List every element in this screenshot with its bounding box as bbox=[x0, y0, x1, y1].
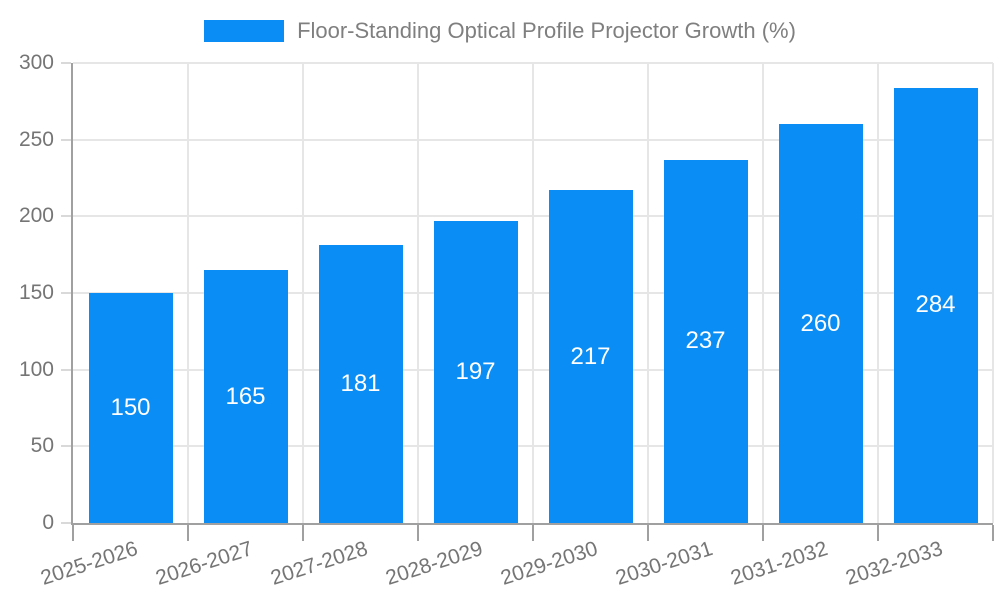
x-axis-tick bbox=[417, 525, 419, 541]
y-axis-tick bbox=[61, 522, 71, 524]
x-axis-label: 2025-2026 bbox=[37, 537, 141, 590]
x-axis-label: 2029-2030 bbox=[497, 537, 601, 590]
y-axis-tick bbox=[61, 215, 71, 218]
y-axis-tick bbox=[61, 445, 71, 448]
bar-value-label: 260 bbox=[800, 309, 841, 337]
v-gridline bbox=[762, 63, 764, 523]
y-axis-tick bbox=[61, 368, 71, 371]
x-axis-label: 2026-2027 bbox=[152, 537, 256, 590]
v-gridline bbox=[417, 63, 419, 523]
x-axis-tick bbox=[647, 525, 649, 541]
x-axis-label: 2032-2033 bbox=[842, 537, 946, 590]
v-gridline bbox=[647, 63, 649, 523]
y-axis-tick bbox=[61, 62, 71, 64]
v-gridline bbox=[877, 63, 879, 523]
bar[interactable]: 181 bbox=[318, 245, 403, 523]
bar[interactable]: 217 bbox=[548, 190, 633, 523]
y-axis-tick-label: 0 bbox=[42, 511, 54, 534]
x-axis-tick bbox=[992, 525, 994, 541]
y-axis-tick-label: 250 bbox=[18, 127, 54, 151]
bar-value-label: 150 bbox=[110, 394, 151, 421]
y-axis-tick bbox=[61, 138, 71, 141]
legend-label: Floor-Standing Optical Profile Projector… bbox=[297, 18, 796, 43]
y-axis-tick-label: 300 bbox=[18, 51, 54, 74]
x-axis-tick bbox=[187, 525, 189, 541]
x-axis-line bbox=[71, 523, 993, 525]
x-axis-tick bbox=[532, 525, 534, 541]
x-axis-label: 2031-2032 bbox=[727, 537, 831, 590]
v-gridline bbox=[992, 63, 994, 523]
bar[interactable]: 237 bbox=[663, 159, 748, 523]
x-axis-tick bbox=[302, 525, 304, 541]
legend-item[interactable]: Floor-Standing Optical Profile Projector… bbox=[204, 18, 796, 44]
bar-value-label: 197 bbox=[455, 357, 496, 385]
bar[interactable]: 284 bbox=[893, 87, 978, 523]
v-gridline bbox=[532, 63, 534, 523]
legend-swatch-icon bbox=[204, 20, 285, 42]
x-axis-label: 2027-2028 bbox=[267, 537, 371, 590]
x-axis-label: 2030-2031 bbox=[612, 537, 716, 590]
x-axis-tick bbox=[762, 525, 764, 541]
y-axis-tick-label: 200 bbox=[18, 204, 54, 228]
x-axis-tick bbox=[877, 525, 879, 541]
y-axis-tick-label: 150 bbox=[18, 281, 54, 304]
y-axis-line bbox=[71, 63, 73, 525]
y-axis-tick-label: 50 bbox=[30, 434, 54, 458]
y-axis-tick-label: 100 bbox=[18, 357, 54, 381]
legend: Floor-Standing Optical Profile Projector… bbox=[0, 10, 1000, 52]
bar-value-label: 217 bbox=[570, 342, 611, 370]
bar[interactable]: 165 bbox=[203, 270, 288, 523]
v-gridline bbox=[187, 63, 189, 523]
bar[interactable]: 197 bbox=[433, 220, 518, 523]
v-gridline bbox=[302, 63, 304, 523]
x-axis-tick bbox=[72, 525, 74, 541]
bar-value-label: 237 bbox=[685, 327, 726, 355]
bar[interactable]: 150 bbox=[88, 293, 173, 523]
x-axis-label: 2028-2029 bbox=[382, 537, 486, 590]
bar-value-label: 284 bbox=[915, 291, 956, 319]
bar-value-label: 181 bbox=[340, 370, 381, 398]
bar-value-label: 165 bbox=[225, 382, 266, 410]
y-axis-tick bbox=[61, 292, 71, 294]
bar[interactable]: 260 bbox=[778, 124, 863, 523]
